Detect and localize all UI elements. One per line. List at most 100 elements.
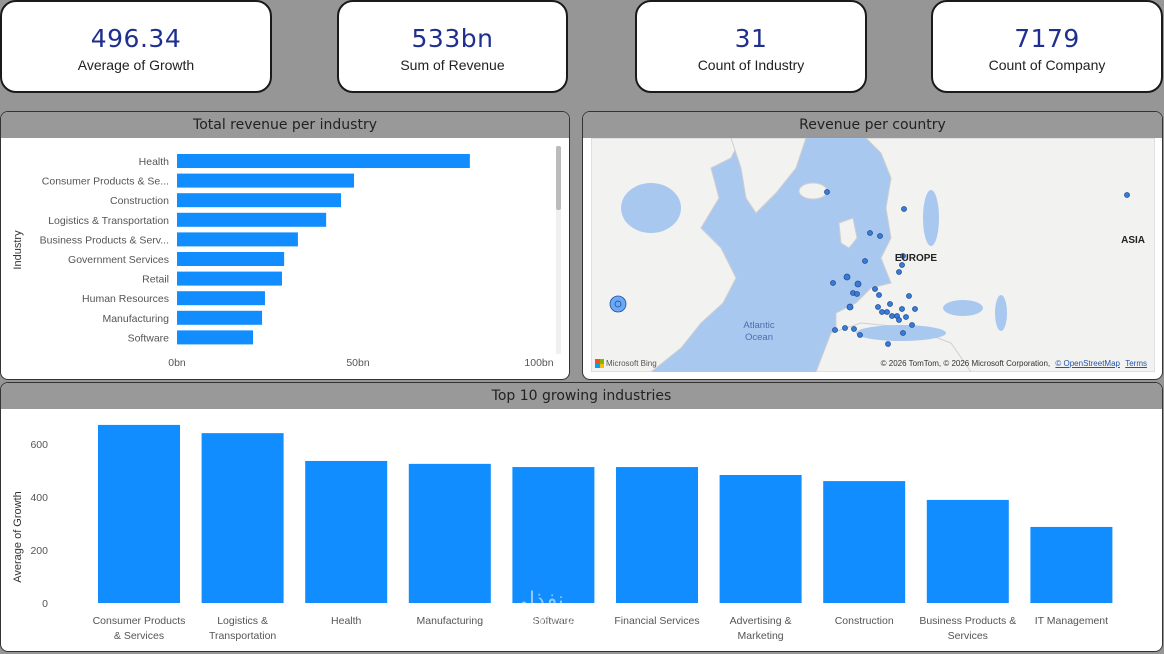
growth-bar[interactable] [408, 463, 491, 603]
country-bubble[interactable] [872, 286, 878, 292]
country-bubble[interactable] [909, 322, 915, 328]
country-bubble[interactable] [884, 309, 890, 315]
growth-bar[interactable] [616, 467, 698, 603]
category-label: Logistics & [217, 615, 268, 627]
y-tick-label: 600 [30, 439, 48, 451]
growth-bar[interactable] [512, 467, 595, 603]
revenue-bar[interactable] [177, 330, 254, 345]
revenue-bar[interactable] [177, 212, 327, 227]
revenue-bar[interactable] [177, 232, 298, 247]
country-bubble[interactable] [1124, 192, 1130, 198]
growth-bar-chart: Average of Growth 0 200 400 600 Consumer Pr… [12, 424, 1113, 642]
country-bubble[interactable] [854, 280, 862, 288]
country-bubble[interactable] [854, 291, 860, 297]
country-bubble[interactable] [846, 303, 854, 311]
country-bubble[interactable] [609, 295, 627, 313]
category-label: Services [948, 630, 988, 642]
category-label: Manufacturing [102, 313, 169, 325]
category-label: Financial Services [614, 615, 699, 627]
category-label: Transportation [209, 630, 276, 642]
growth-bar[interactable] [1030, 526, 1113, 603]
category-label: Advertising & [730, 615, 792, 627]
country-bubble[interactable] [906, 293, 912, 299]
revenue-bar[interactable] [177, 193, 341, 208]
country-bubble[interactable] [899, 262, 905, 268]
category-label: Manufacturing [417, 615, 484, 627]
category-label: Business Products & Serv... [40, 234, 169, 246]
growth-bar[interactable] [201, 433, 284, 603]
country-bubble[interactable] [903, 314, 909, 320]
revenue-bar[interactable] [177, 154, 470, 168]
country-bubble[interactable] [876, 292, 882, 298]
microsoft-logo-icon [595, 359, 604, 368]
growth-bar[interactable] [823, 481, 906, 603]
x-tick-label: 100bn [524, 357, 553, 369]
country-bubble[interactable] [877, 233, 883, 239]
scrollbar-thumb[interactable] [556, 146, 561, 210]
top-growing-industries-panel: Top 10 growing industries Average of Gro… [0, 382, 1163, 652]
land-north-america [591, 138, 742, 372]
panel-title: Total revenue per industry [1, 112, 569, 138]
country-bubble[interactable] [857, 332, 863, 338]
scrollbar-track[interactable] [556, 146, 561, 354]
openstreetmap-link[interactable]: © OpenStreetMap [1055, 359, 1120, 368]
kpi-card-count-industry: 31 Count of Industry [635, 0, 867, 93]
country-bubble[interactable] [899, 306, 905, 312]
country-bubble[interactable] [867, 230, 873, 236]
country-bubble[interactable] [830, 280, 836, 286]
country-bubble[interactable] [889, 313, 895, 319]
growth-bar[interactable] [98, 424, 180, 603]
map-canvas[interactable]: EUROPE ASIA Atlantic Ocean [591, 138, 1155, 372]
country-bubble[interactable] [862, 258, 868, 264]
panel-title: Revenue per country [583, 112, 1162, 138]
country-bubble[interactable] [896, 269, 902, 275]
revenue-bar[interactable] [177, 291, 265, 306]
revenue-bar[interactable] [177, 173, 355, 188]
country-bubble[interactable] [879, 309, 885, 315]
terms-link[interactable]: Terms [1125, 359, 1147, 368]
land-iceland [798, 182, 828, 200]
category-label: IT Management [1035, 615, 1108, 627]
country-bubble[interactable] [900, 253, 906, 259]
kpi-card-count-company: 7179 Count of Company [931, 0, 1163, 93]
revenue-bar[interactable] [177, 252, 285, 266]
category-label: Consumer Products & Se... [42, 176, 169, 188]
revenue-bar[interactable] [177, 271, 282, 286]
map-label-asia: ASIA [1121, 235, 1145, 246]
country-bubble[interactable] [851, 326, 857, 332]
growth-bar[interactable] [305, 460, 388, 603]
country-bubble[interactable] [832, 327, 838, 333]
sea-hudson-bay [621, 183, 681, 233]
country-bubble[interactable] [901, 206, 907, 212]
country-bubble[interactable] [885, 341, 891, 347]
revenue-bar[interactable] [177, 310, 263, 325]
map-label-europe: EUROPE [895, 253, 938, 264]
kpi-card-sum-revenue: 533bn Sum of Revenue [337, 0, 568, 93]
growth-bar[interactable] [926, 499, 1009, 603]
country-bubble[interactable] [896, 317, 902, 323]
country-bubble[interactable] [912, 306, 918, 312]
map-view[interactable]: EUROPE ASIA Atlantic Ocean Microsoft Bin… [591, 138, 1155, 372]
country-bubble[interactable] [887, 301, 893, 307]
category-label: Marketing [738, 630, 784, 642]
land-eurasia [835, 138, 1155, 372]
category-label: Construction [110, 195, 169, 207]
kpi-label: Count of Company [988, 57, 1106, 73]
bing-label: Microsoft Bing [606, 359, 657, 368]
kpi-card-average-growth: 496.34 Average of Growth [0, 0, 272, 93]
category-label: Business Products & [919, 615, 1016, 627]
category-label: Government Services [68, 254, 169, 266]
country-bubble[interactable] [843, 273, 851, 281]
category-label: Retail [142, 274, 169, 286]
country-bubble[interactable] [824, 189, 830, 195]
sea-black [943, 300, 983, 316]
sea-caspian [995, 295, 1007, 331]
x-tick-label: 0bn [168, 357, 186, 369]
country-bubble[interactable] [900, 330, 906, 336]
country-bubble[interactable] [842, 325, 848, 331]
kpi-value: 7179 [1014, 24, 1080, 53]
country-bubble[interactable] [875, 304, 881, 310]
growth-bar[interactable] [719, 475, 802, 603]
kpi-label: Count of Industry [697, 57, 805, 73]
map-label-ocean: Ocean [745, 332, 773, 343]
